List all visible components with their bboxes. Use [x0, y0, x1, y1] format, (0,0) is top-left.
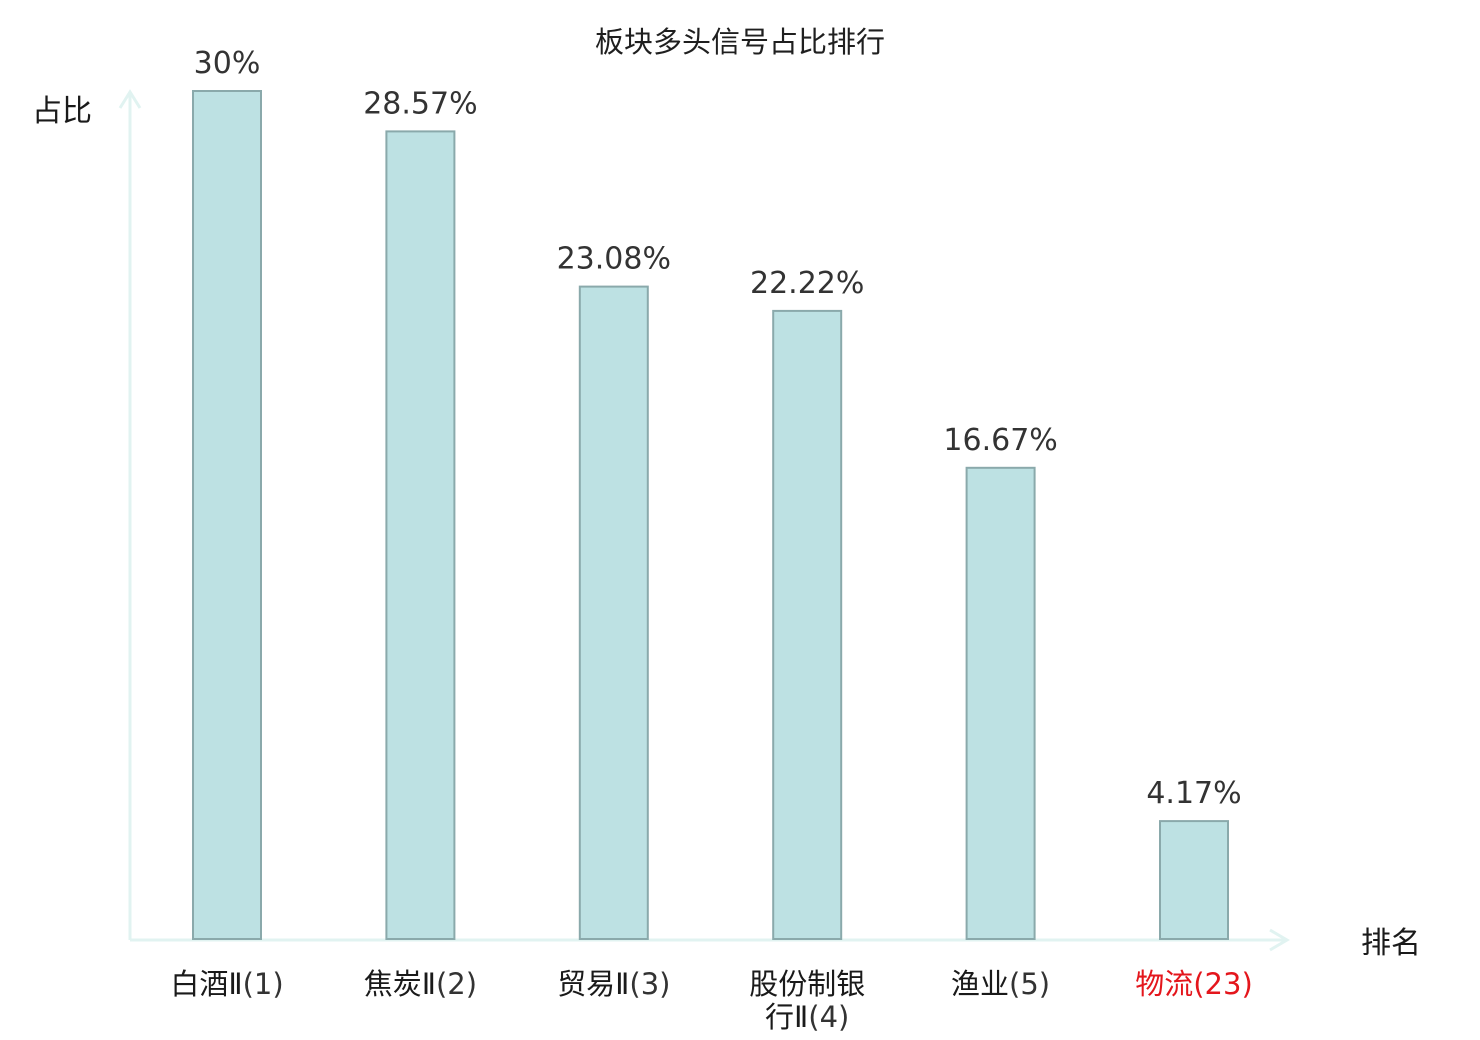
category-name-line: 股份制银 — [749, 967, 865, 1001]
y-axis-label: 占比 — [32, 94, 92, 129]
bar-value-label: 23.08% — [557, 242, 671, 277]
bar — [965, 466, 1036, 940]
y-axis-arrow — [118, 89, 142, 109]
category-label: 股份制银行Ⅱ(4) — [749, 967, 865, 1034]
bar-value-label: 16.67% — [943, 423, 1057, 458]
category-name-line: 渔业 — [951, 967, 1009, 1001]
x-axis-label: 排名 — [1361, 926, 1421, 961]
category-label: 渔业(5) — [951, 967, 1050, 1001]
category-rank: (4) — [808, 1000, 849, 1034]
chart-title: 板块多头信号占比排行 — [595, 25, 885, 59]
category-rank: (5) — [1009, 967, 1050, 1001]
bar — [192, 90, 262, 940]
category-name-line: 物流 — [1135, 967, 1193, 1001]
bar-value-label: 28.57% — [363, 86, 477, 121]
category-labels-group: 白酒Ⅱ(1) 焦炭Ⅱ(2) 贸易Ⅱ(3) 股份制银行Ⅱ(4) 渔业(5) 物流(23) — [170, 967, 1252, 1034]
bar — [385, 130, 456, 940]
category-label: 物流(23) — [1135, 967, 1253, 1001]
category-label: 焦炭Ⅱ(2) — [364, 967, 477, 1001]
bars-group — [192, 90, 1229, 941]
category-name-line: 行Ⅱ — [765, 1000, 808, 1034]
category-rank: (3) — [629, 967, 670, 1001]
category-name-line: 贸易Ⅱ — [557, 967, 629, 1001]
bar — [772, 309, 843, 940]
x-axis-arrow — [1269, 928, 1290, 952]
category-rank: (1) — [243, 967, 284, 1001]
axes — [118, 89, 1290, 952]
bar-value-label: 22.22% — [750, 266, 864, 301]
value-labels-group: 30% 28.57% 23.08% 22.22% 16.67% 4.17% — [194, 46, 1242, 811]
category-rank: (2) — [436, 967, 477, 1001]
category-label: 白酒Ⅱ(1) — [170, 967, 283, 1001]
bar — [578, 285, 649, 941]
bar-value-label: 30% — [194, 46, 261, 81]
category-name-line: 白酒Ⅱ — [170, 967, 242, 1001]
category-name-line: 焦炭Ⅱ — [364, 967, 436, 1001]
category-label: 贸易Ⅱ(3) — [557, 967, 670, 1001]
category-rank: (23) — [1193, 967, 1253, 1001]
bar-value-label: 4.17% — [1146, 776, 1241, 811]
bar — [1159, 820, 1229, 940]
